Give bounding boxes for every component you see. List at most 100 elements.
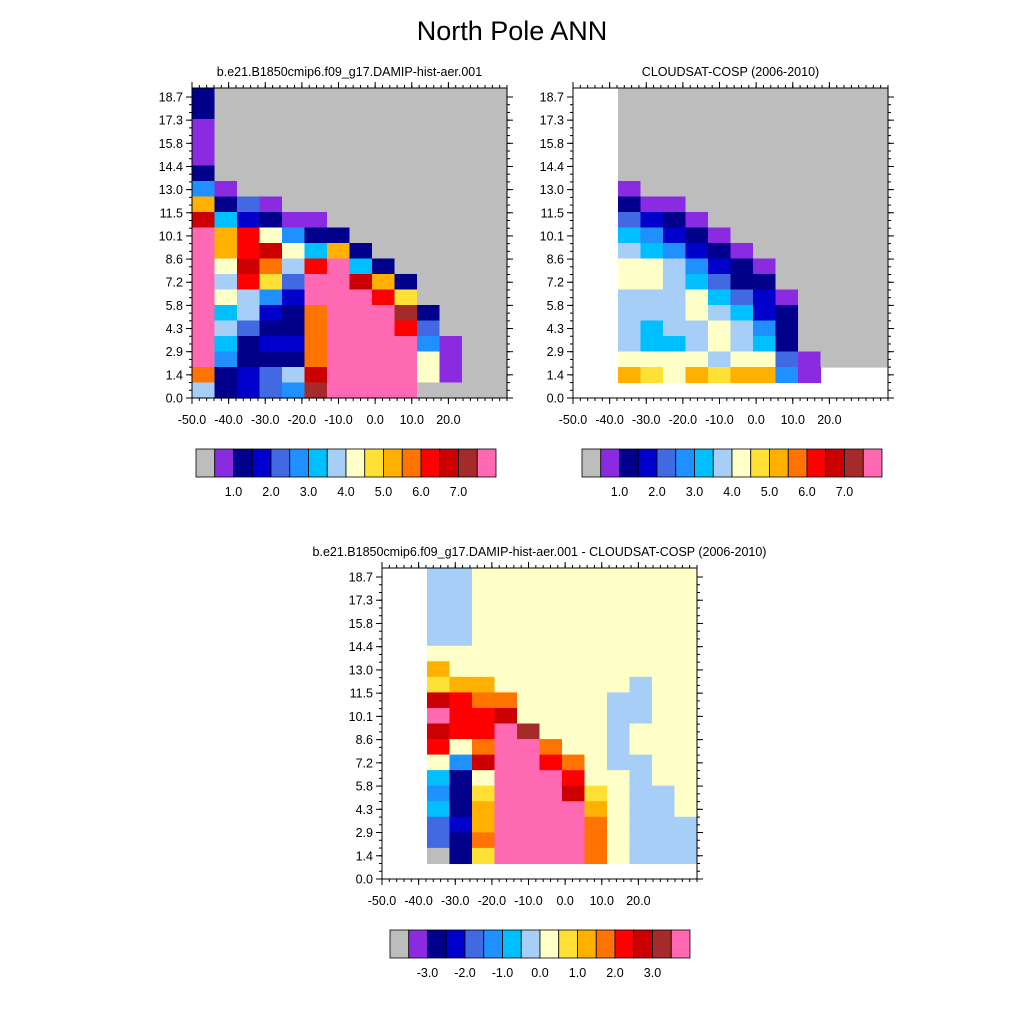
heatmap-cell (439, 367, 463, 384)
heatmap-cell (462, 336, 486, 353)
x-tick-label: -30.0 (441, 894, 470, 908)
heatmap-cell (652, 785, 676, 802)
heatmap-cell (618, 243, 642, 260)
panel-title: b.e21.B1850cmip6.f09_g17.DAMIP-hist-aer.… (313, 545, 767, 559)
heatmap-cell (775, 196, 799, 213)
heatmap-cell (237, 150, 261, 167)
heatmap-cell (843, 258, 867, 275)
heatmap-cells (192, 88, 508, 399)
x-tick-label: 0.0 (556, 894, 573, 908)
heatmap-cell (562, 847, 586, 865)
heatmap-cell (427, 754, 451, 771)
heatmap-cell (472, 583, 496, 600)
heatmap-cell (449, 568, 473, 585)
heatmap-cell (237, 88, 261, 105)
colorbar-swatch (558, 929, 578, 959)
heatmap-cell (192, 165, 216, 182)
heatmap-cell (607, 739, 631, 756)
heatmap-cell (394, 103, 418, 120)
colorbar-swatch (712, 448, 733, 478)
heatmap-cell (192, 320, 216, 337)
heatmap-cell (259, 320, 283, 337)
heatmap-cell (462, 351, 486, 368)
x-tick-label: -40.0 (595, 413, 624, 427)
colorbar-swatch (806, 448, 827, 478)
y-tick-label: 1.4 (547, 368, 564, 382)
heatmap-cell (618, 134, 642, 151)
x-tick-label: -10.0 (705, 413, 734, 427)
colorbar-label: 6.0 (798, 485, 815, 499)
heatmap-cell (372, 336, 396, 353)
heatmap-cell (394, 258, 418, 275)
heatmap-cell (674, 568, 698, 585)
heatmap-cell (663, 119, 687, 136)
heatmap-cell (753, 103, 777, 120)
heatmap-cell (327, 243, 351, 260)
x-tick-label: 0.0 (366, 413, 383, 427)
heatmap-cell (494, 723, 518, 740)
heatmap-cell (327, 119, 351, 136)
heatmap-cell (304, 367, 328, 384)
heatmap-cell (708, 336, 732, 353)
heatmap-cell (282, 196, 306, 213)
panel-3: b.e21.B1850cmip6.f09_g17.DAMIP-hist-aer.… (313, 545, 767, 980)
x-tick-label: -40.0 (214, 413, 243, 427)
heatmap-cell (517, 739, 541, 756)
heatmap-cell (685, 103, 709, 120)
colorbar-label: 6.0 (412, 485, 429, 499)
heatmap-cell (304, 258, 328, 275)
heatmap-cell (584, 816, 608, 833)
heatmap-cell (427, 630, 451, 647)
heatmap-cell (640, 274, 664, 291)
heatmap-cell (539, 568, 563, 585)
colorbar-label: 3.0 (644, 966, 661, 980)
heatmap-cell (517, 801, 541, 818)
heatmap-cell (730, 212, 754, 229)
heatmap-cell (472, 630, 496, 647)
colorbar-swatch (383, 448, 403, 478)
heatmap-cell (517, 832, 541, 849)
y-tick-label: 11.5 (541, 206, 564, 220)
heatmap-cell (462, 320, 486, 337)
heatmap-cell (798, 320, 822, 337)
heatmap-cell (349, 243, 373, 260)
heatmap-cell (259, 382, 283, 399)
heatmap-cell (517, 630, 541, 647)
heatmap-cell (449, 770, 473, 787)
heatmap-cell (427, 568, 451, 585)
heatmap-cell (484, 227, 508, 244)
heatmap-cell (584, 583, 608, 600)
colorbar-swatch (595, 929, 616, 959)
heatmap-cell (753, 150, 777, 167)
heatmap-cell (472, 723, 496, 740)
heatmap-cell (517, 676, 541, 693)
heatmap-cell (539, 707, 563, 725)
heatmap-cell (472, 645, 496, 662)
heatmap-cell (192, 367, 216, 384)
heatmap-cell (798, 243, 822, 260)
heatmap-cell (349, 196, 373, 213)
heatmap-cell (439, 305, 463, 322)
heatmap-cell (304, 289, 328, 306)
heatmap-cell (237, 165, 261, 182)
heatmap-cell (629, 568, 653, 585)
y-tick-label: 13.0 (349, 663, 373, 677)
heatmap-cell (494, 692, 518, 709)
heatmap-cell (427, 739, 451, 756)
heatmap-cell (349, 351, 373, 368)
heatmap-cell (730, 181, 754, 198)
heatmap-cell (237, 243, 261, 260)
heatmap-cell (618, 165, 642, 182)
heatmap-cell (629, 847, 653, 865)
heatmap-cell (562, 832, 586, 849)
heatmap-cell (237, 289, 261, 306)
heatmap-cell (462, 227, 486, 244)
heatmap-cell (674, 816, 698, 833)
y-tick-label: 14.4 (349, 640, 373, 654)
heatmap-cell (237, 212, 261, 229)
heatmap-cell (282, 119, 306, 136)
heatmap-cell (865, 305, 889, 322)
heatmap-cell (427, 707, 451, 725)
heatmap-cell (539, 816, 563, 833)
heatmap-cell (372, 165, 396, 182)
